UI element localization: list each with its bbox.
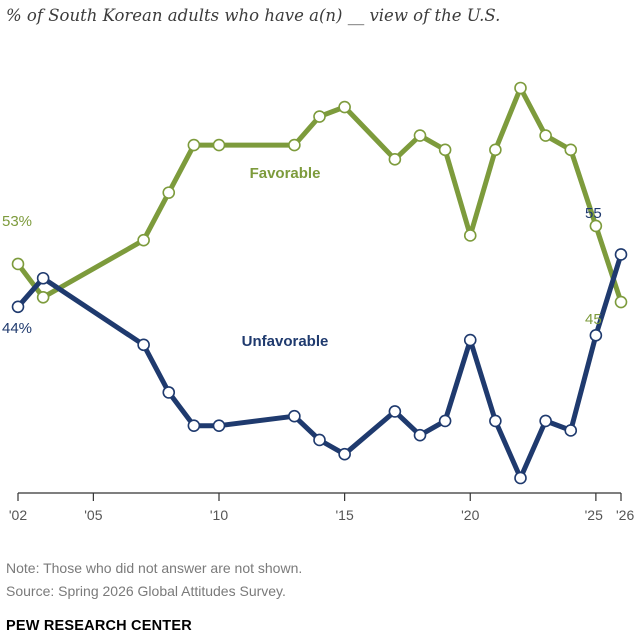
data-point-unfavorable [36, 271, 50, 285]
data-point-favorable [463, 229, 477, 242]
data-point-unfavorable [514, 471, 527, 485]
data-point-favorable [413, 129, 427, 142]
x-tick-label: '15 [336, 507, 354, 523]
data-point-favorable [589, 219, 603, 233]
data-point-unfavorable [11, 300, 25, 314]
x-tick-label: '05 [84, 507, 102, 523]
data-point-unfavorable [338, 447, 351, 461]
x-axis: '02 '05 '10 '15 '20 '25 '26 [9, 492, 634, 523]
data-point-favorable [614, 295, 628, 309]
x-tick-label: '25 [585, 507, 603, 523]
chart-title: % of South Korean adults who have a(n) _… [6, 6, 501, 25]
data-point-favorable [338, 100, 351, 114]
data-point-favorable [438, 143, 452, 157]
brand-logo-text: PEW RESEARCH CENTER [6, 618, 192, 634]
data-point-favorable [388, 153, 402, 166]
data-point-unfavorable [564, 424, 578, 437]
labels-layer: Favorable Unfavorable 53% 44% 55 45 [2, 165, 602, 350]
data-point-favorable [11, 257, 25, 271]
data-point-favorable [187, 138, 201, 152]
data-point-unfavorable [137, 338, 150, 352]
data-point-unfavorable [614, 248, 628, 261]
data-point-favorable [489, 143, 502, 157]
line-chart: '02 '05 '10 '15 '20 '25 '26 Favorable Unfavorab… [2, 81, 634, 523]
data-point-unfavorable [187, 419, 201, 432]
data-point-unfavorable [313, 433, 326, 447]
data-point-favorable [162, 186, 176, 199]
data-point-unfavorable [589, 329, 603, 342]
data-point-unfavorable [463, 333, 477, 347]
data-point-favorable [514, 81, 527, 95]
series-label-favorable: Favorable [250, 165, 321, 182]
data-point-favorable [539, 129, 552, 142]
chart-note: Note: Those who did not answer are not s… [6, 560, 303, 576]
data-point-unfavorable [413, 428, 427, 442]
series-label-unfavorable: Unfavorable [242, 333, 329, 350]
x-tick-label: '20 [461, 507, 479, 523]
end-label-unfavorable: 55 [585, 205, 602, 222]
start-label-unfavorable: 44% [2, 320, 32, 337]
x-tick-label: '02 [9, 507, 27, 523]
chart-source: Source: Spring 2026 Global Attitudes Sur… [6, 583, 286, 599]
data-point-favorable [564, 143, 578, 157]
data-point-favorable [212, 138, 226, 152]
data-point-unfavorable [212, 419, 226, 432]
data-point-unfavorable [388, 405, 402, 418]
data-point-favorable [288, 138, 301, 152]
end-label-favorable: 45 [585, 311, 602, 328]
series-layer [11, 81, 628, 485]
data-point-unfavorable [288, 409, 301, 423]
data-point-unfavorable [438, 414, 452, 428]
start-label-favorable: 53% [2, 213, 32, 230]
x-tick-label: '26 [616, 507, 634, 523]
data-point-favorable [137, 233, 150, 247]
data-point-unfavorable [489, 414, 502, 428]
x-tick-label: '10 [210, 507, 228, 523]
data-point-favorable [36, 290, 50, 304]
data-point-favorable [313, 110, 326, 123]
data-point-unfavorable [162, 386, 176, 399]
data-point-unfavorable [539, 414, 552, 428]
